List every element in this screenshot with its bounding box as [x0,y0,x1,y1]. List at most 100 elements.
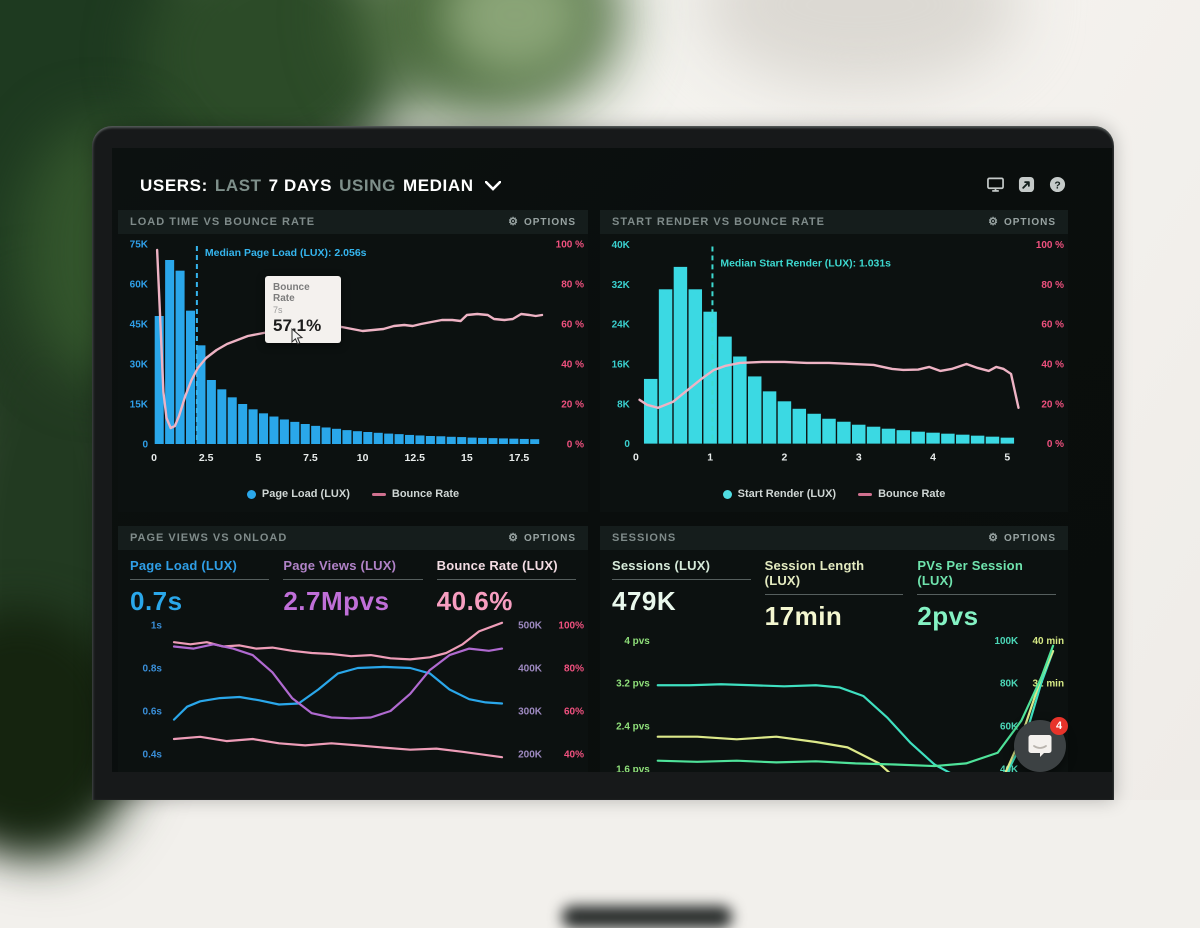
panel-page-views-header: PAGE VIEWS VS ONLOAD ⚙ OPTIONS [118,526,588,550]
metric-label: Sessions (LUX) [612,558,751,580]
metric-value: 0.7s [130,586,269,617]
svg-text:0: 0 [151,452,157,464]
chevron-down-icon [485,181,501,191]
svg-text:20 %: 20 % [1041,399,1064,410]
svg-text:15: 15 [461,452,473,464]
options-label: OPTIONS [1004,533,1056,544]
metric-label: Bounce Rate (LUX) [437,558,576,580]
svg-text:2.4 pvs: 2.4 pvs [616,721,650,732]
options-button[interactable]: ⚙ OPTIONS [988,217,1056,228]
svg-text:45K: 45K [130,320,149,331]
title-users: USERS: [140,176,208,196]
legend-label: Page Load (LUX) [262,488,350,500]
options-button[interactable]: ⚙ OPTIONS [988,533,1056,544]
metric-label: Page Load (LUX) [130,558,269,580]
metric-bounce-rate: Bounce Rate (LUX) 40.6% [437,558,576,617]
panel-load-time: LOAD TIME VS BOUNCE RATE ⚙ OPTIONS Media… [118,210,588,512]
legend-item[interactable]: Bounce Rate [858,488,945,500]
options-label: OPTIONS [524,217,576,228]
svg-text:0.6s: 0.6s [143,707,163,718]
svg-text:60 %: 60 % [1041,320,1064,331]
panel-title: PAGE VIEWS VS ONLOAD [130,532,287,544]
background-highlight-blur [700,0,1020,90]
header-icons: ? [987,176,1066,193]
gear-icon: ⚙ [508,217,519,228]
share-icon[interactable] [1018,176,1035,193]
legend-dot-marker [247,490,256,499]
title-median: MEDIAN [403,176,474,196]
page-views-metrics: Page Load (LUX) 0.7s Page Views (LUX) 2.… [118,550,588,617]
svg-text:300K: 300K [518,707,543,718]
legend-label: Start Render (LUX) [738,488,836,500]
svg-text:5: 5 [255,452,261,464]
metric-value: 40.6% [437,586,576,617]
legend-item[interactable]: Bounce Rate [372,488,459,500]
svg-text:3.2 pvs: 3.2 pvs [616,679,650,690]
metric-value: 17min [765,601,904,632]
legend-label: Bounce Rate [392,488,459,500]
legend-label: Bounce Rate [878,488,945,500]
metric-label: Session Length (LUX) [765,558,904,595]
chat-icon [1027,733,1053,759]
start-render-chart[interactable]: Median Start Render (LUX): 1.031s40K32K2… [600,234,1068,482]
options-label: OPTIONS [1004,217,1056,228]
svg-text:200K: 200K [518,750,543,761]
svg-text:8K: 8K [617,399,631,410]
dashboard-screen: USERS: LAST 7 DAYS USING MEDIAN ? LOAD T… [112,148,1112,772]
svg-text:1s: 1s [151,621,163,632]
svg-text:0: 0 [633,453,639,464]
monitor-icon[interactable] [987,176,1004,193]
svg-text:32K: 32K [612,280,631,291]
options-button[interactable]: ⚙ OPTIONS [508,533,576,544]
chat-badge: 4 [1050,717,1068,735]
title-using: USING [339,176,396,196]
panel-title: START RENDER VS BOUNCE RATE [612,216,825,228]
title-last: LAST [215,176,262,196]
help-icon[interactable]: ? [1049,176,1066,193]
legend-line-marker [372,493,386,496]
legend-item[interactable]: Start Render (LUX) [723,488,836,500]
panel-sessions-header: SESSIONS ⚙ OPTIONS [600,526,1068,550]
svg-text:30K: 30K [130,360,149,371]
metric-session-length: Session Length (LUX) 17min [765,558,904,632]
svg-text:Median Page Load (LUX): 2.056s: Median Page Load (LUX): 2.056s [205,247,367,259]
svg-text:1: 1 [707,453,713,464]
svg-text:2: 2 [782,453,788,464]
panel-title: LOAD TIME VS BOUNCE RATE [130,216,315,228]
metric-page-views: Page Views (LUX) 2.7Mpvs [283,558,422,617]
svg-text:500K: 500K [518,621,543,632]
metric-label: PVs Per Session (LUX) [917,558,1056,595]
gear-icon: ⚙ [508,533,519,544]
svg-text:75K: 75K [130,240,149,251]
laptop-bezel: USERS: LAST 7 DAYS USING MEDIAN ? LOAD T… [92,126,1114,800]
sessions-metrics: Sessions (LUX) 479K Session Length (LUX)… [600,550,1068,632]
svg-text:100%: 100% [558,621,584,632]
svg-text:0.4s: 0.4s [143,750,163,761]
svg-text:400K: 400K [518,664,543,675]
load-time-legend: Page Load (LUX) Bounce Rate [118,482,588,506]
svg-text:0: 0 [142,440,148,451]
svg-text:2.5: 2.5 [199,452,214,464]
svg-text:80 %: 80 % [561,280,584,291]
load-time-chart[interactable]: Median Page Load (LUX): 2.056s 75K 60K 45K 3… [118,234,588,482]
svg-text:40%: 40% [564,750,584,761]
svg-text:80 %: 80 % [1041,280,1064,291]
svg-text:0 %: 0 % [567,440,584,451]
panel-start-render-header: START RENDER VS BOUNCE RATE ⚙ OPTIONS [600,210,1068,234]
legend-item[interactable]: Page Load (LUX) [247,488,350,500]
chat-launcher-button[interactable]: 4 [1014,720,1066,772]
users-filter-dropdown[interactable]: USERS: LAST 7 DAYS USING MEDIAN [140,176,501,196]
svg-text:40 %: 40 % [561,360,584,371]
title-days: 7 DAYS [269,176,332,196]
svg-text:40 min: 40 min [1033,636,1064,647]
svg-text:60%: 60% [564,707,584,718]
svg-text:1.6 pvs: 1.6 pvs [616,764,650,772]
svg-text:60K: 60K [130,280,149,291]
svg-text:Median Start Render (LUX): 1.0: Median Start Render (LUX): 1.031s [720,258,891,269]
svg-text:0.8s: 0.8s [143,664,163,675]
svg-text:80K: 80K [1000,679,1019,690]
page-views-chart[interactable]: 1s0.8s0.6s0.4s500K400K300K200K100%80%60%… [118,617,588,772]
svg-text:12.5: 12.5 [405,452,426,464]
options-button[interactable]: ⚙ OPTIONS [508,217,576,228]
